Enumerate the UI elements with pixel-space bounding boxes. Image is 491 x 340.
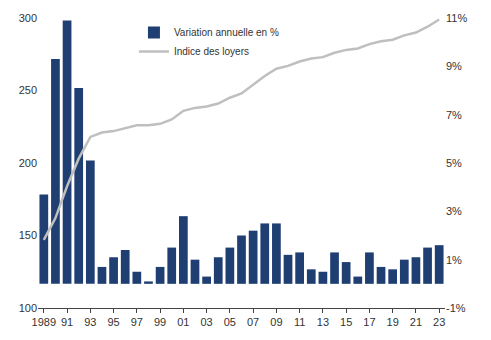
svg-text:100: 100 — [19, 302, 37, 314]
svg-text:19: 19 — [387, 316, 399, 328]
svg-text:9%: 9% — [446, 60, 462, 72]
svg-text:3%: 3% — [446, 205, 462, 217]
svg-text:Indice des loyers: Indice des loyers — [174, 46, 249, 57]
svg-text:5%: 5% — [446, 157, 462, 169]
svg-text:21: 21 — [410, 316, 422, 328]
svg-text:300: 300 — [19, 12, 37, 24]
svg-text:11: 11 — [294, 316, 305, 328]
svg-text:11%: 11% — [446, 12, 467, 24]
svg-text:23: 23 — [433, 316, 445, 328]
svg-text:1%: 1% — [446, 254, 462, 266]
svg-text:200: 200 — [19, 157, 37, 169]
svg-text:93: 93 — [84, 316, 96, 328]
svg-text:95: 95 — [107, 316, 119, 328]
svg-text:1989: 1989 — [32, 316, 56, 328]
svg-text:250: 250 — [19, 84, 37, 96]
svg-text:91: 91 — [61, 316, 73, 328]
svg-text:09: 09 — [270, 316, 282, 328]
svg-text:05: 05 — [224, 316, 236, 328]
svg-text:03: 03 — [200, 316, 212, 328]
svg-text:7%: 7% — [446, 109, 462, 121]
svg-text:15: 15 — [340, 316, 352, 328]
svg-text:-1%: -1% — [446, 302, 466, 314]
svg-text:99: 99 — [154, 316, 166, 328]
svg-text:13: 13 — [317, 316, 329, 328]
svg-text:Variation annuelle en %: Variation annuelle en % — [174, 27, 279, 38]
svg-text:07: 07 — [247, 316, 259, 328]
svg-text:01: 01 — [177, 316, 189, 328]
svg-text:97: 97 — [131, 316, 143, 328]
svg-text:17: 17 — [363, 316, 375, 328]
svg-text:150: 150 — [19, 229, 37, 241]
